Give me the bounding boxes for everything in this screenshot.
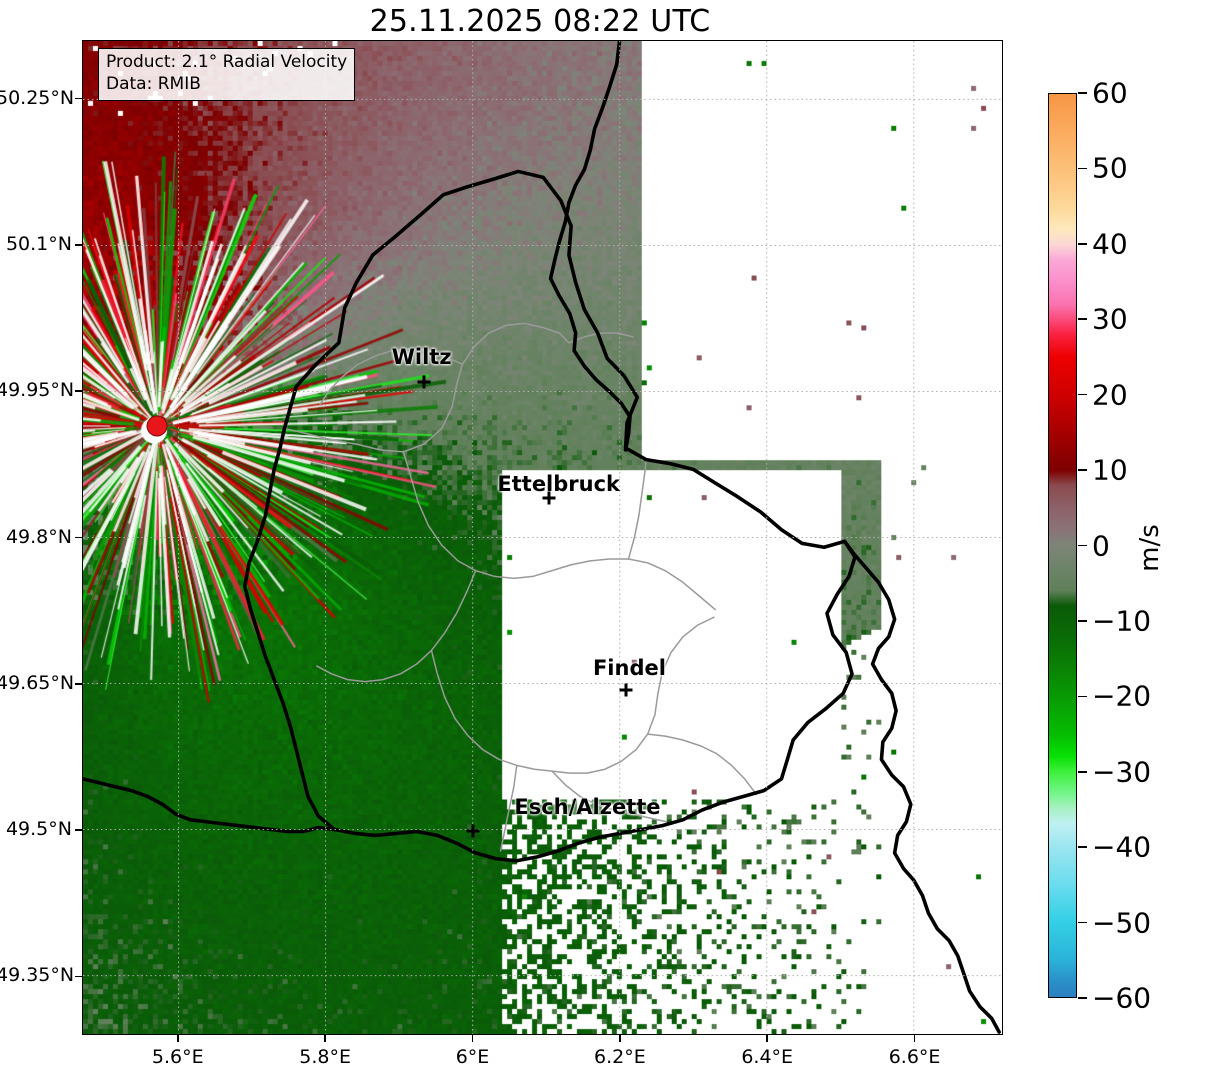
y-axis-tick-label: 49.35°N xyxy=(0,964,75,987)
y-axis-tick-label: 49.95°N xyxy=(0,379,75,402)
y-tick-mark xyxy=(75,975,82,978)
y-tick-mark xyxy=(75,683,82,685)
colorbar-tick-mark xyxy=(1078,770,1087,773)
colorbar-tick-mark xyxy=(1078,469,1087,471)
x-axis-tick-label: 6.4°E xyxy=(741,1046,794,1068)
colorbar-gradient xyxy=(1049,94,1076,997)
city-label-esch-alzette: Esch/Alzette xyxy=(514,794,661,819)
data-source-line: Data: RMIB xyxy=(106,73,201,94)
x-axis-tick-label: 6.6°E xyxy=(888,1046,941,1068)
y-axis-tick-label: 49.65°N xyxy=(0,671,75,694)
colorbar-tick-label: −50 xyxy=(1092,906,1152,940)
y-tick-mark xyxy=(75,97,82,100)
colorbar[interactable] xyxy=(1048,93,1077,998)
colorbar-tick-mark xyxy=(1078,92,1087,94)
page-title: 25.11.2025 08:22 UTC xyxy=(369,4,711,39)
city-marker-wiltz xyxy=(417,375,431,389)
y-tick-mark xyxy=(75,244,82,246)
colorbar-tick-label: −10 xyxy=(1092,604,1152,638)
colorbar-tick-label: 20 xyxy=(1092,378,1128,412)
x-axis-tick-label: 5.6°E xyxy=(151,1046,204,1068)
colorbar-tick-label: −40 xyxy=(1092,830,1152,864)
city-label-wiltz: Wiltz xyxy=(391,344,452,369)
city-label-ettelbruck: Ettelbruck xyxy=(497,471,621,496)
colorbar-tick-label: −20 xyxy=(1092,679,1152,713)
colorbar-tick-label: 30 xyxy=(1092,302,1128,336)
x-tick-mark xyxy=(619,1035,621,1042)
colorbar-tick-mark xyxy=(1078,167,1087,170)
x-tick-mark xyxy=(324,1035,326,1042)
colorbar-tick-mark xyxy=(1078,997,1087,999)
colorbar-tick-label: 50 xyxy=(1092,151,1128,185)
colorbar-tick-label: −60 xyxy=(1092,981,1152,1015)
colorbar-tick-mark xyxy=(1078,393,1087,396)
y-axis-tick-label: 49.8°N xyxy=(5,525,72,548)
city-marker-findel xyxy=(619,683,633,697)
city-label-findel: Findel xyxy=(592,656,666,681)
city-marker-ettelbruck xyxy=(542,491,556,504)
radar-plot[interactable] xyxy=(82,40,1003,1035)
colorbar-label: m/s xyxy=(1135,524,1165,572)
y-axis-tick-label: 50.25°N xyxy=(0,86,75,109)
y-tick-mark xyxy=(75,829,82,831)
y-tick-mark xyxy=(75,390,82,392)
colorbar-tick-mark xyxy=(1078,620,1087,622)
radar-reflectivity-layer xyxy=(83,41,1002,1034)
colorbar-tick-label: 40 xyxy=(1092,227,1128,261)
colorbar-tick-mark xyxy=(1078,544,1087,547)
x-tick-mark xyxy=(766,1035,769,1042)
y-axis-tick-label: 49.5°N xyxy=(5,818,72,841)
city-marker-esch-alzette xyxy=(466,824,479,838)
x-tick-mark xyxy=(471,1035,474,1042)
x-axis-tick-label: 5.8°E xyxy=(299,1046,351,1068)
colorbar-tick-mark xyxy=(1078,695,1087,698)
y-tick-mark xyxy=(75,536,82,539)
product-line: Product: 2.1° Radial Velocity xyxy=(106,52,348,72)
x-axis-tick-label: 6.2°E xyxy=(593,1046,646,1068)
colorbar-tick-mark xyxy=(1078,318,1087,321)
colorbar-tick-label: 10 xyxy=(1092,453,1128,487)
product-info-box: Product: 2.1° Radial Velocity Data: RMIB xyxy=(98,48,356,101)
y-axis-tick-label: 50.1°N xyxy=(5,232,72,255)
x-tick-mark xyxy=(176,1035,179,1042)
colorbar-tick-label: 60 xyxy=(1092,76,1128,110)
colorbar-tick-mark xyxy=(1078,921,1087,924)
colorbar-tick-label: 0 xyxy=(1092,529,1110,562)
colorbar-tick-mark xyxy=(1078,846,1087,848)
radar-site-marker[interactable] xyxy=(147,416,167,436)
colorbar-tick-mark xyxy=(1078,243,1087,245)
x-axis-tick-label: 6°E xyxy=(455,1046,490,1068)
colorbar-tick-label: −30 xyxy=(1092,755,1152,789)
x-tick-mark xyxy=(913,1035,916,1042)
